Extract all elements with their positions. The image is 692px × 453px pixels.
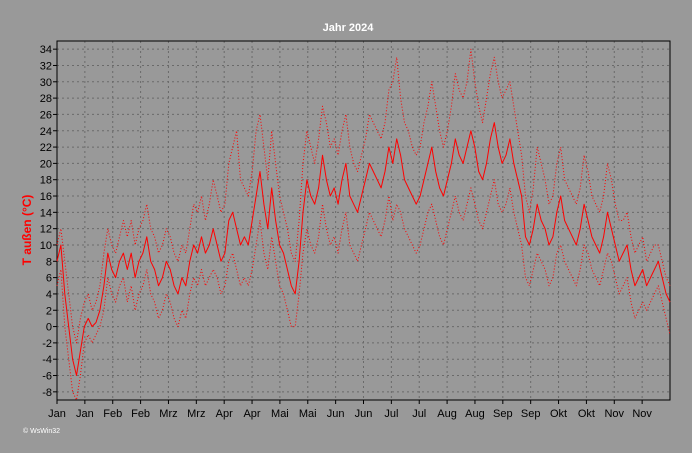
grid — [56, 41, 670, 400]
chart-title: Jahr 2024 — [323, 22, 375, 34]
x-tick-label: Apr — [243, 408, 260, 420]
x-tick-label: Mrz — [187, 408, 205, 420]
tick-labels: 3432302826242220181614121086420-2-4-6-8J… — [40, 44, 653, 420]
y-tick-label: 2 — [46, 305, 52, 317]
x-tick-label: Okt — [550, 408, 567, 420]
credit-text: © WsWin32 — [23, 427, 60, 435]
x-tick-label: Nov — [604, 408, 624, 420]
y-tick-label: 6 — [46, 273, 52, 285]
y-tick-label: 14 — [40, 207, 52, 219]
x-tick-label: Aug — [437, 408, 457, 420]
axes — [53, 40, 671, 404]
x-tick-label: Nov — [632, 408, 652, 420]
x-tick-label: Jul — [412, 408, 426, 420]
x-tick-label: Feb — [131, 408, 150, 420]
y-tick-label: 28 — [40, 93, 52, 105]
y-tick-label: 24 — [40, 126, 52, 138]
x-tick-label: Jan — [76, 408, 94, 420]
x-tick-label: Jun — [327, 408, 345, 420]
x-tick-label: Mai — [299, 408, 317, 420]
y-tick-label: 34 — [40, 44, 52, 56]
y-tick-label: 30 — [40, 77, 52, 89]
x-tick-label: Jan — [48, 408, 66, 420]
x-tick-label: Apr — [216, 408, 233, 420]
x-tick-label: Jun — [355, 408, 373, 420]
x-tick-label: Mai — [271, 408, 289, 420]
y-tick-label: -8 — [42, 387, 52, 399]
y-tick-label: 26 — [40, 109, 52, 121]
y-tick-label: 18 — [40, 175, 52, 187]
y-tick-label: 0 — [46, 322, 52, 334]
y-tick-label: 12 — [40, 224, 52, 236]
x-tick-label: Aug — [465, 408, 485, 420]
y-tick-label: 32 — [40, 60, 52, 72]
y-tick-label: 4 — [46, 289, 52, 301]
y-tick-label: -2 — [42, 338, 52, 350]
x-tick-label: Mrz — [159, 408, 177, 420]
x-tick-label: Sep — [493, 408, 513, 420]
series-line-dotted — [56, 48, 671, 344]
x-tick-label: Feb — [103, 408, 122, 420]
y-tick-label: 16 — [40, 191, 52, 203]
series-group — [56, 48, 671, 401]
y-tick-label: 10 — [40, 240, 52, 252]
y-tick-label: -4 — [42, 354, 52, 366]
x-tick-label: Jul — [384, 408, 398, 420]
y-tick-label: -6 — [42, 371, 52, 383]
x-tick-label: Okt — [578, 408, 595, 420]
x-tick-label: Sep — [521, 408, 541, 420]
series-line-solid — [56, 122, 671, 376]
y-tick-label: 8 — [46, 256, 52, 268]
series-line-dotted — [56, 179, 671, 401]
y-axis-label: T außen (°C) — [20, 195, 34, 266]
y-tick-label: 20 — [40, 158, 52, 170]
y-tick-label: 22 — [40, 142, 52, 154]
